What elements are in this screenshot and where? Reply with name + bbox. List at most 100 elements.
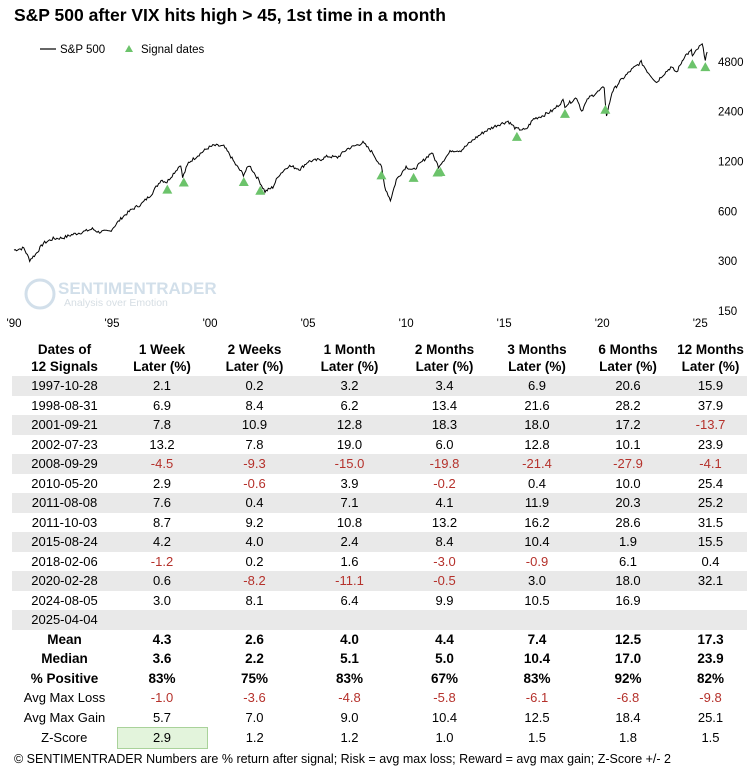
stats-row: Mean 4.3 2.6 4.0 4.4 7.4 12.5 17.3 <box>12 629 747 649</box>
table-cell: 6.1 <box>582 551 674 571</box>
table-cell <box>207 610 302 630</box>
table-row: 2018-02-06 -1.2 0.2 1.6 -3.0 -0.9 6.1 0.4 <box>12 551 747 571</box>
table-cell: 83% <box>117 668 207 688</box>
table-cell: 1.5 <box>674 727 747 748</box>
signal-marker <box>255 185 266 195</box>
x-tick-label: '90 <box>7 318 22 328</box>
chart-title: S&P 500 after VIX hits high > 45, 1st ti… <box>14 5 446 25</box>
row-label: 2001-09-21 <box>12 415 117 435</box>
table-cell: 0.2 <box>207 551 302 571</box>
column-header: 2 Months Later (%) <box>414 342 475 374</box>
table-cell: 2.6 <box>207 629 302 649</box>
table-cell: 37.9 <box>674 395 747 415</box>
table-cell: 3.4 <box>397 376 492 396</box>
table-cell: 10.4 <box>492 649 582 669</box>
table-cell: 1.2 <box>207 727 302 748</box>
table-row: 2025-04-04 <box>12 610 747 630</box>
table-cell: 31.5 <box>674 512 747 532</box>
table-cell: 83% <box>302 668 397 688</box>
table-cell: 8.7 <box>117 512 207 532</box>
column-header: 1 Month Later (%) <box>320 342 379 374</box>
table-cell: -0.2 <box>397 473 492 493</box>
table-cell: 0.4 <box>207 493 302 513</box>
table-cell: 17.2 <box>582 415 674 435</box>
row-label: 1997-10-28 <box>12 376 117 396</box>
table-cell: 12.5 <box>582 629 674 649</box>
y-tick-label: 1200 <box>718 156 744 168</box>
table-cell: 15.5 <box>674 532 747 552</box>
table-cell: 21.6 <box>492 395 582 415</box>
table-cell: 82% <box>674 668 747 688</box>
watermark-tagline: Analysis over Emotion <box>64 297 168 309</box>
table-row: 2015-08-24 4.2 4.0 2.4 8.4 10.4 1.9 15.5 <box>12 532 747 552</box>
y-tick-label: 4800 <box>718 57 744 69</box>
y-tick-label: 300 <box>718 256 737 268</box>
table-cell: 1.8 <box>582 727 674 748</box>
price-chart: S&P 500 Signal dates SENTIMENTRADER Anal… <box>7 43 744 328</box>
table-cell: 83% <box>492 668 582 688</box>
table-cell: 6.9 <box>492 376 582 396</box>
table-cell: 28.2 <box>582 395 674 415</box>
table-cell: 12.8 <box>302 415 397 435</box>
table-cell: 10.0 <box>582 473 674 493</box>
table-cell: 3.0 <box>492 571 582 591</box>
table-cell: 7.1 <box>302 493 397 513</box>
x-tick-label: '05 <box>301 318 316 328</box>
table-cell: 2.9 <box>116 727 208 749</box>
table-row: 2020-02-28 0.6 -8.2 -11.1 -0.5 3.0 18.0 32.1 <box>12 571 747 591</box>
signal-marker <box>511 131 522 141</box>
signal-marker <box>435 166 446 176</box>
table-cell: 92% <box>582 668 674 688</box>
table-cell: 8.4 <box>397 532 492 552</box>
table-cell: -21.4 <box>492 454 582 474</box>
row-label: 2015-08-24 <box>12 532 117 552</box>
row-label: 2018-02-06 <box>12 551 117 571</box>
legend-line-label: S&P 500 <box>60 44 105 56</box>
table-cell: 2.1 <box>117 376 207 396</box>
table-cell: -0.5 <box>397 571 492 591</box>
signal-marker <box>376 170 387 180</box>
table-cell: -6.1 <box>492 688 582 708</box>
table-cell: 10.4 <box>397 707 492 728</box>
row-label: 2025-04-04 <box>12 610 117 630</box>
table-cell: 9.0 <box>302 707 397 728</box>
table-cell: 67% <box>397 668 492 688</box>
table-cell: 4.1 <box>397 493 492 513</box>
y-axis: 150 300 600 1200 2400 4800 <box>718 57 744 318</box>
table-cell: -5.8 <box>397 688 492 708</box>
signal-marker <box>408 172 419 182</box>
table-cell: 0.4 <box>674 551 747 571</box>
table-cell: 10.9 <box>207 415 302 435</box>
table-cell: 20.6 <box>582 376 674 396</box>
column-header: 2 Weeks Later (%) <box>225 342 284 374</box>
stats-row: Median 3.6 2.2 5.1 5.0 10.4 17.0 23.9 <box>12 649 747 669</box>
table-cell: -1.0 <box>117 688 207 708</box>
table-cell: 1.0 <box>397 727 492 748</box>
legend-marker-swatch <box>125 45 133 52</box>
row-label: 2002-07-23 <box>12 434 117 454</box>
table-cell: 7.8 <box>207 434 302 454</box>
table-cell: 7.8 <box>117 415 207 435</box>
x-tick-label: '25 <box>693 318 708 328</box>
table-cell <box>117 610 207 630</box>
signal-markers <box>162 59 711 195</box>
table-cell: 32.1 <box>674 571 747 591</box>
table-cell: 3.6 <box>117 649 207 669</box>
table-cell: 6.4 <box>302 590 397 610</box>
table-cell: 2.2 <box>207 649 302 669</box>
table-cell: 3.9 <box>302 473 397 493</box>
table-cell: -9.8 <box>674 688 747 708</box>
table-cell: 3.2 <box>302 376 397 396</box>
column-header: 3 Months Later (%) <box>507 342 567 374</box>
table-cell: 10.4 <box>492 532 582 552</box>
stats-row: % Positive 83% 75% 83% 67% 83% 92% 82% <box>12 668 747 688</box>
table-cell: 0.2 <box>207 376 302 396</box>
table-cell: 28.6 <box>582 512 674 532</box>
y-tick-label: 2400 <box>718 107 744 119</box>
stats-row: Avg Max Loss -1.0 -3.6 -4.8 -5.8 -6.1 -6.8 -9.8 <box>12 688 747 708</box>
table-cell: 0.6 <box>117 571 207 591</box>
table-cell: 1.5 <box>492 727 582 748</box>
column-header: 1 Week Later (%) <box>133 342 191 374</box>
table-cell: 25.1 <box>674 707 747 728</box>
table-row: 1997-10-28 2.1 0.2 3.2 3.4 6.9 20.6 15.9 <box>12 376 747 396</box>
